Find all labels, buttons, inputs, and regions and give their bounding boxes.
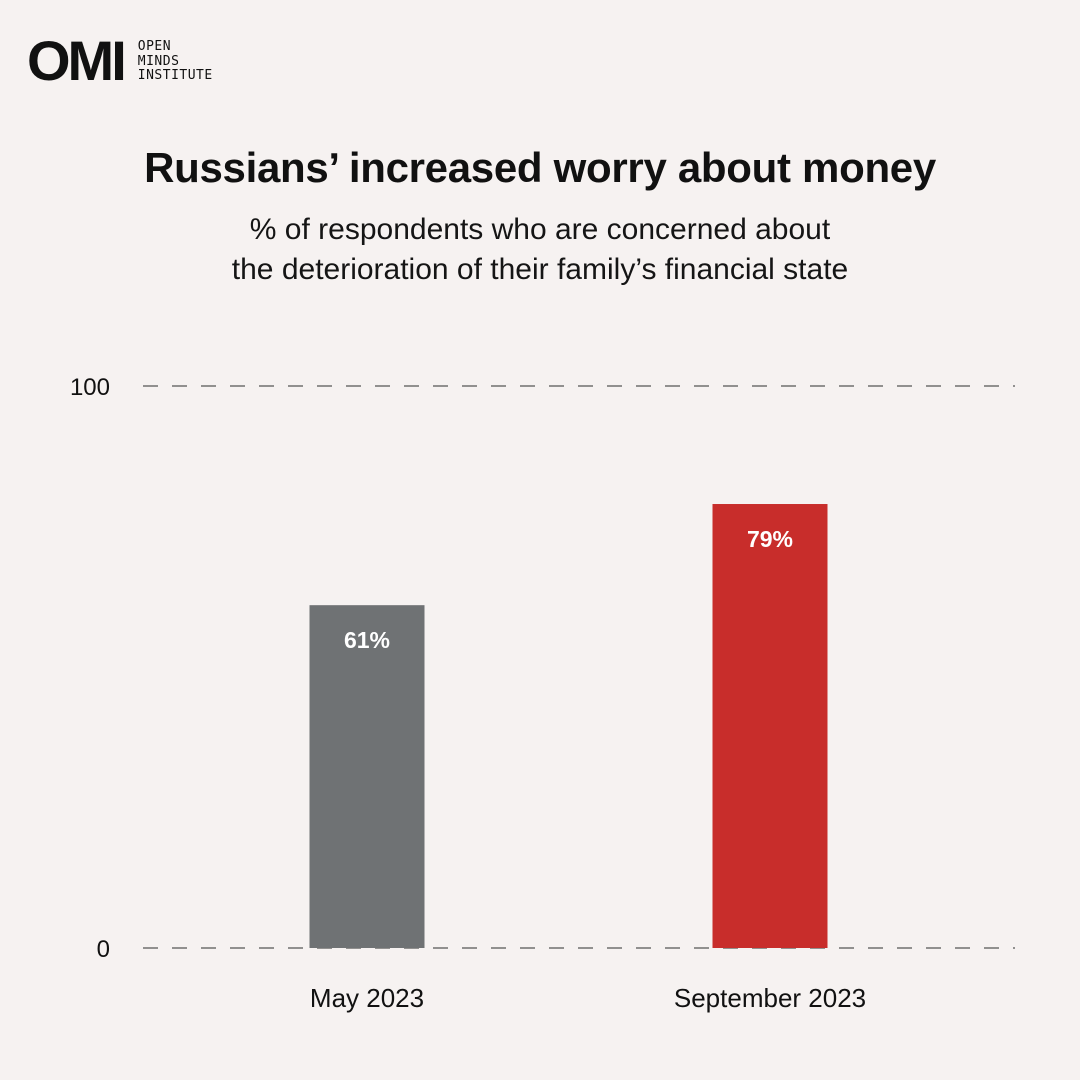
bar-value-label-2: 79%	[747, 526, 793, 552]
logo-wordmark: OPEN MINDS INSTITUTE	[138, 38, 213, 84]
omi-logo: OMI OPEN MINDS INSTITUTE	[27, 29, 213, 92]
x-category-label-2: September 2023	[674, 983, 866, 1013]
bar-1	[309, 605, 425, 948]
x-category-label-1: May 2023	[310, 983, 424, 1013]
logo-mark: OMI	[27, 29, 127, 92]
logo-word-institute: INSTITUTE	[137, 68, 213, 84]
subtitle-line-1: % of respondents who are concerned about	[249, 213, 831, 246]
chart-title: Russians’ increased worry about money	[144, 144, 936, 191]
logo-word-minds: MINDS	[137, 53, 180, 69]
y-tick-label-100: 100	[70, 374, 110, 401]
logo-word-open: OPEN	[137, 39, 172, 55]
bar-value-label-1: 61%	[344, 627, 390, 653]
chart-subtitle: % of respondents who are concerned about…	[0, 210, 1080, 290]
bar-2	[712, 504, 828, 948]
y-tick-label-0: 0	[97, 936, 110, 963]
subtitle-line-2: the deterioration of their family’s fina…	[231, 253, 849, 286]
